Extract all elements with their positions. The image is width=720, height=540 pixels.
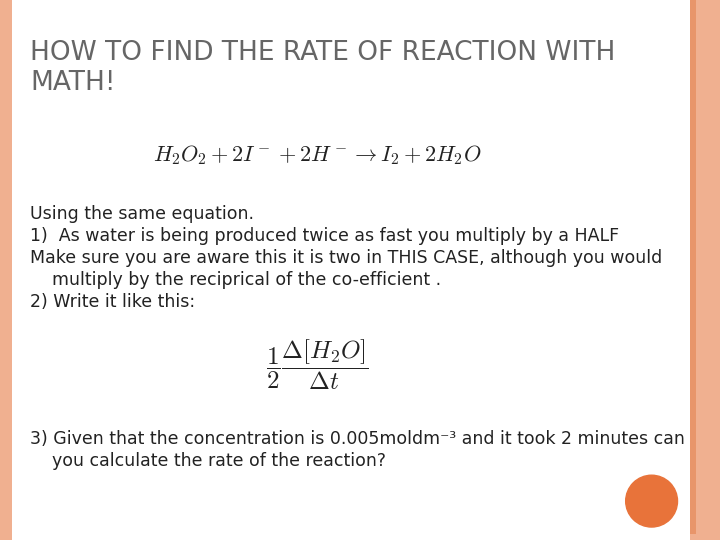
Circle shape bbox=[626, 475, 678, 527]
Text: Using the same equation.: Using the same equation. bbox=[30, 205, 254, 223]
Bar bbox=[696, 0, 720, 540]
Text: $\dfrac{1}{2}\dfrac{\Delta[H_2O]}{\Delta t}$: $\dfrac{1}{2}\dfrac{\Delta[H_2O]}{\Delta… bbox=[266, 338, 369, 393]
Bar bbox=[0, 534, 720, 540]
Bar bbox=[0, 0, 12, 540]
Text: $H_2O_2 + 2I^- + 2H^- \rightarrow I_2 + 2H_2O$: $H_2O_2 + 2I^- + 2H^- \rightarrow I_2 + … bbox=[153, 143, 482, 167]
Text: multiply by the reciprical of the co-efficient .: multiply by the reciprical of the co-eff… bbox=[30, 271, 441, 289]
Text: 1)  As water is being produced twice as fast you multiply by a HALF: 1) As water is being produced twice as f… bbox=[30, 227, 619, 245]
Text: Make sure you are aware this it is two in THIS CASE, although you would: Make sure you are aware this it is two i… bbox=[30, 249, 662, 267]
Text: 3) Given that the concentration is 0.005moldm⁻³ and it took 2 minutes can: 3) Given that the concentration is 0.005… bbox=[30, 430, 685, 448]
Text: 2) Write it like this:: 2) Write it like this: bbox=[30, 293, 195, 311]
Bar bbox=[684, 0, 696, 540]
Text: MATH!: MATH! bbox=[30, 70, 115, 96]
Text: you calculate the rate of the reaction?: you calculate the rate of the reaction? bbox=[30, 452, 386, 470]
Text: HOW TO FIND THE RATE OF REACTION WITH: HOW TO FIND THE RATE OF REACTION WITH bbox=[30, 40, 616, 66]
